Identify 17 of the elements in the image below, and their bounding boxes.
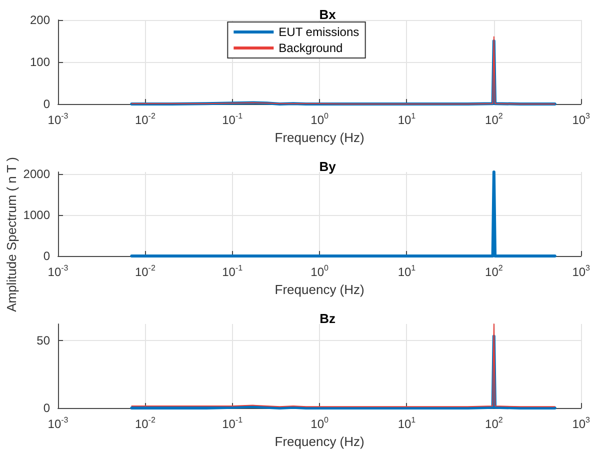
y-tick-label: 0 — [43, 401, 50, 415]
legend-label: Background — [278, 41, 343, 55]
y-tick-label: 200 — [30, 13, 50, 27]
legend-label: EUT emissions — [278, 25, 360, 39]
y-tick-label: 0 — [43, 97, 50, 111]
x-axis-title: Frequency (Hz) — [274, 434, 364, 449]
x-axis-title: Frequency (Hz) — [274, 282, 364, 297]
y-tick-label: 1000 — [23, 208, 50, 222]
chart-title: By — [319, 159, 337, 174]
chart-title: Bx — [319, 7, 337, 22]
y-tick-label: 50 — [36, 333, 50, 348]
y-tick-label: 2000 — [23, 167, 50, 182]
y-tick-label: 100 — [30, 55, 50, 69]
y-tick-label: 0 — [43, 249, 50, 263]
y-axis-title: Amplitude Spectrum ( n T ) — [3, 157, 18, 312]
chart-title: Bz — [320, 311, 336, 326]
x-axis-title: Frequency (Hz) — [274, 130, 364, 145]
